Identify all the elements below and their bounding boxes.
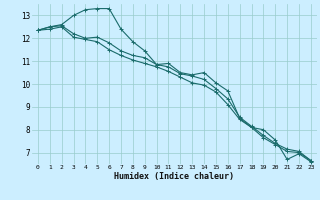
X-axis label: Humidex (Indice chaleur): Humidex (Indice chaleur) xyxy=(115,172,234,181)
